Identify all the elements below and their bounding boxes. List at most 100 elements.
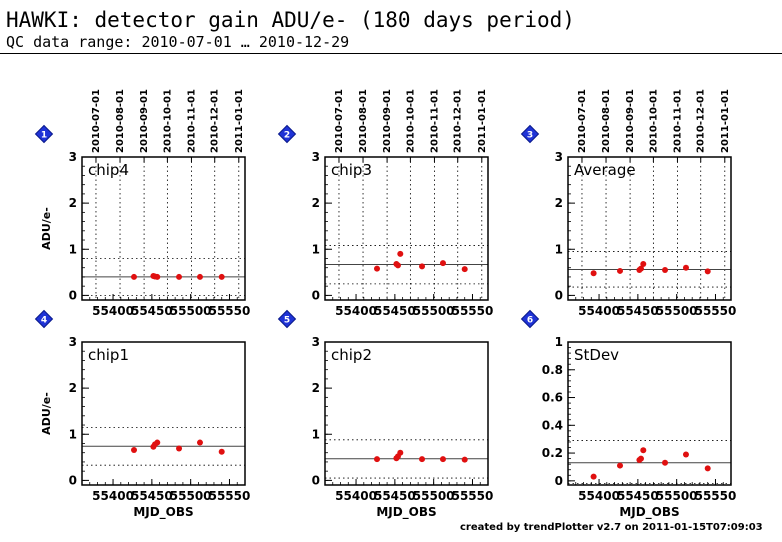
plot-frame [567, 156, 732, 301]
date-tick-label: 2011-01-01 [720, 89, 731, 153]
date-tick-label: 2010-10-01 [405, 89, 416, 153]
data-point [682, 264, 689, 271]
y-tick-label: 3 [555, 150, 563, 164]
date-tick-label: 2010-12-01 [696, 89, 707, 153]
data-point [461, 456, 468, 463]
x-tick-label: 55500 [170, 304, 212, 318]
data-point [637, 265, 644, 272]
x-tick-label: 55500 [656, 489, 698, 503]
plot-frame [567, 341, 732, 486]
data-point [662, 267, 669, 274]
panel-badge-number: 2 [284, 131, 290, 141]
panel-badge-number: 5 [284, 316, 290, 326]
x-tick-label: 55450 [617, 304, 659, 318]
y-tick-label: 0.4 [542, 418, 563, 432]
data-point [218, 273, 225, 280]
x-tick-label: 55450 [131, 489, 173, 503]
data-point [394, 262, 401, 269]
data-point [439, 456, 446, 463]
y-tick-label: 1 [69, 427, 77, 441]
panel-badge-number: 6 [527, 316, 533, 326]
data-point [374, 456, 381, 463]
date-tick-label: 2011-01-01 [477, 89, 488, 153]
y-tick-label: 0.8 [542, 363, 563, 377]
data-point [590, 270, 597, 277]
data-point [704, 465, 711, 472]
page-subtitle: QC data range: 2010-07-01 … 2010-12-29 [6, 33, 350, 51]
data-point [439, 260, 446, 267]
plot-frame [324, 341, 489, 486]
y-tick-label: 2 [312, 196, 320, 210]
y-tick-label: 3 [312, 150, 320, 164]
panel-average: 2010-07-01 2010-08-01 2010-09-01 2010-10-01… [520, 89, 736, 318]
data-point [196, 439, 203, 446]
date-tick-label: 2010-10-01 [162, 89, 173, 153]
x-tick-label: 55400 [578, 489, 620, 503]
panel-badge-icon [34, 309, 54, 329]
plot-frame [324, 156, 489, 301]
data-point [131, 273, 138, 280]
data-point [154, 439, 161, 446]
x-tick-label: 55500 [413, 304, 455, 318]
panel-label: chip1 [88, 346, 129, 364]
y-tick-label: 0 [312, 473, 320, 487]
date-tick-label: 2010-11-01 [429, 89, 440, 153]
y-tick-label: 2 [69, 381, 77, 395]
data-point [640, 261, 647, 268]
page-title: HAWKI: detector gain ADU/e- (180 days pe… [6, 8, 575, 32]
y-tick-label: 1 [555, 335, 563, 349]
data-point [419, 263, 426, 270]
panel-badge-icon [277, 124, 297, 144]
data-point [662, 459, 669, 466]
x-tick-label: 55450 [374, 489, 416, 503]
date-tick-label: 2010-09-01 [139, 89, 150, 153]
data-point [617, 267, 624, 274]
y-tick-label: 0 [555, 288, 563, 302]
x-tick-label: 55500 [656, 304, 698, 318]
date-tick-label: 2010-10-01 [648, 89, 659, 153]
y-tick-label: 1 [312, 427, 320, 441]
data-point [218, 448, 225, 455]
x-tick-label: 55500 [413, 489, 455, 503]
panel-label: chip3 [331, 161, 372, 179]
data-point [397, 250, 404, 257]
data-point [176, 445, 183, 452]
x-tick-label: 55450 [617, 489, 659, 503]
panel-label: StDev [574, 346, 619, 364]
panel-chip3: 2010-07-01 2010-08-01 2010-09-01 2010-10-01… [277, 89, 494, 318]
panel-label: Average [574, 161, 636, 179]
data-point [196, 273, 203, 280]
y-tick-label: 2 [69, 196, 77, 210]
data-point [637, 455, 644, 462]
plot-frame [81, 156, 246, 301]
y-axis-label: ADU/e- [40, 392, 53, 435]
date-tick-label: 2010-08-01 [358, 89, 369, 153]
data-point [617, 462, 624, 469]
x-tick-label: 55550 [452, 489, 494, 503]
y-tick-label: 0 [69, 473, 77, 487]
y-axis-label: ADU/e- [40, 207, 53, 250]
data-point [154, 273, 161, 280]
y-tick-label: 1 [312, 242, 320, 256]
date-tick-label: 2010-07-01 [91, 89, 102, 153]
panel-badge-number: 3 [527, 131, 533, 141]
y-tick-label: 0.6 [542, 391, 563, 405]
x-tick-label: 55550 [452, 304, 494, 318]
data-point [131, 446, 138, 453]
y-tick-label: 1 [69, 242, 77, 256]
data-point [374, 265, 381, 272]
date-tick-label: 2010-09-01 [625, 89, 636, 153]
panel-badge-icon [34, 124, 54, 144]
date-tick-label: 2010-12-01 [453, 89, 464, 153]
x-tick-label: 55400 [578, 304, 620, 318]
date-tick-label: 2011-01-01 [234, 89, 245, 153]
panel-label: chip2 [331, 346, 372, 364]
data-point [704, 268, 711, 275]
x-tick-label: 55400 [335, 489, 377, 503]
y-tick-label: 3 [69, 335, 77, 349]
panel-badge-icon [277, 309, 297, 329]
data-point [682, 451, 689, 458]
plot-frame [81, 341, 246, 486]
